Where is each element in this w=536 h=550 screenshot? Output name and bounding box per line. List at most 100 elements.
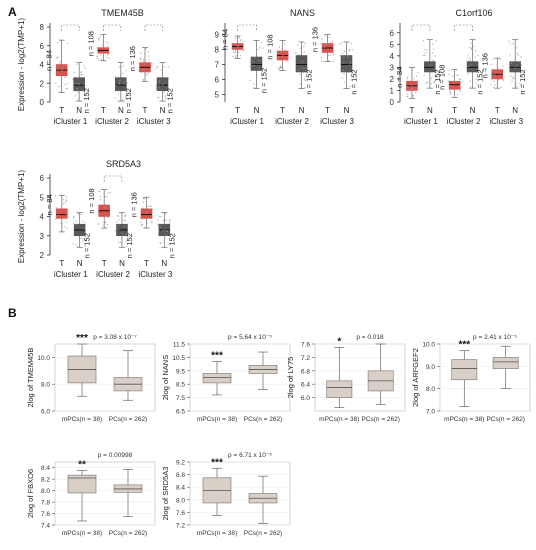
- jitter-point: [75, 244, 77, 246]
- jitter-point: [108, 53, 110, 55]
- y-tick-label: 3: [40, 232, 45, 241]
- jitter-point: [414, 91, 417, 94]
- jitter-point: [107, 204, 109, 207]
- group-label: N: [161, 259, 167, 268]
- jitter-point: [326, 53, 328, 56]
- jitter-point: [343, 81, 345, 84]
- jitter-point: [167, 77, 170, 80]
- jitter-point: [116, 229, 118, 231]
- jitter-point: [141, 218, 144, 221]
- jitter-point: [66, 214, 69, 216]
- box-n-1: n = 152: [422, 39, 442, 95]
- jitter-point: [343, 50, 346, 53]
- jitter-point: [140, 225, 143, 227]
- jitter-point: [114, 97, 116, 99]
- jitter-point: [320, 57, 322, 59]
- jitter-point: [106, 54, 109, 56]
- jitter-point: [300, 86, 303, 88]
- jitter-point: [448, 69, 450, 72]
- jitter-point: [151, 221, 153, 223]
- jitter-point: [81, 89, 84, 92]
- group-label: T: [235, 106, 240, 115]
- box-body: [326, 380, 353, 398]
- jitter-point: [477, 64, 479, 67]
- group-label: N: [254, 106, 260, 115]
- jitter-point: [57, 68, 59, 70]
- jitter-point: [77, 83, 80, 85]
- n-label: n = 152: [350, 69, 359, 94]
- y-tick-label: 5: [215, 91, 220, 100]
- group-label: T: [325, 106, 330, 115]
- jitter-points: [320, 35, 335, 63]
- jitter-point: [108, 208, 111, 211]
- jitter-points: [72, 63, 86, 100]
- jitter-point: [84, 240, 87, 242]
- y-tick-label: 8.5: [176, 382, 185, 389]
- jitter-point: [515, 67, 517, 69]
- jitter-point: [56, 41, 59, 44]
- jitter-point: [470, 42, 472, 45]
- jitter-points: [508, 40, 523, 88]
- jitter-point: [256, 76, 258, 78]
- jitter-point: [144, 73, 147, 76]
- group-label: N: [344, 106, 350, 115]
- jitter-point: [448, 85, 451, 87]
- jitter-point: [124, 214, 127, 216]
- jitter-point: [147, 72, 149, 75]
- x-category-label: PCs(n = 262): [109, 416, 147, 423]
- jitter-point: [349, 61, 352, 64]
- box-t-1: n = 84: [45, 39, 69, 93]
- jitter-point: [82, 83, 85, 85]
- jitter-point: [251, 65, 253, 67]
- jitter-point: [83, 91, 85, 93]
- jitter-point: [62, 231, 64, 233]
- jitter-point: [492, 74, 494, 76]
- jitter-point: [98, 190, 100, 192]
- jitter-point: [349, 85, 351, 88]
- jitter-point: [255, 87, 258, 90]
- jitter-point: [490, 83, 492, 86]
- y-tick-label: 8.0: [176, 497, 185, 504]
- jitter-points: [114, 212, 128, 248]
- box-mpcs: [67, 470, 97, 522]
- box-pcs: [492, 345, 519, 390]
- jitter-point: [254, 57, 256, 59]
- jitter-point: [97, 211, 99, 213]
- jitter-point: [510, 62, 512, 64]
- x-category-label: mPCs(n = 38): [62, 530, 102, 537]
- jitter-point: [474, 56, 476, 58]
- jitter-point: [100, 58, 103, 60]
- jitter-point: [76, 63, 78, 66]
- jitter-point: [159, 242, 161, 244]
- jitter-point: [109, 191, 111, 194]
- y-tick-label: 10.5: [172, 355, 185, 362]
- jitter-point: [146, 74, 148, 76]
- n-label: n = 152: [305, 69, 314, 94]
- jitter-point: [413, 86, 415, 89]
- jitter-point: [512, 77, 514, 80]
- jitter-point: [332, 54, 335, 56]
- box-pcs: [248, 475, 278, 524]
- jitter-point: [59, 60, 62, 63]
- jitter-point: [75, 223, 77, 225]
- jitter-point: [57, 214, 60, 216]
- box-n-2: n = 152: [114, 212, 134, 258]
- jitter-point: [424, 51, 427, 54]
- box-pcs: [113, 350, 143, 401]
- jitter-point: [493, 80, 495, 82]
- jitter-point: [329, 36, 331, 39]
- jitter-point: [304, 87, 306, 89]
- jitter-point: [475, 78, 477, 80]
- jitter-point: [123, 83, 125, 85]
- jitter-point: [162, 82, 164, 85]
- group-label: T: [410, 106, 415, 115]
- cluster-label: iCluster 1: [230, 117, 264, 126]
- n-label: n = 84: [45, 194, 54, 215]
- box-mpcs: [326, 347, 353, 408]
- jitter-point: [96, 55, 98, 58]
- jitter-point: [125, 233, 127, 236]
- jitter-point: [253, 86, 255, 89]
- y-tick-label: 7.6: [176, 510, 185, 517]
